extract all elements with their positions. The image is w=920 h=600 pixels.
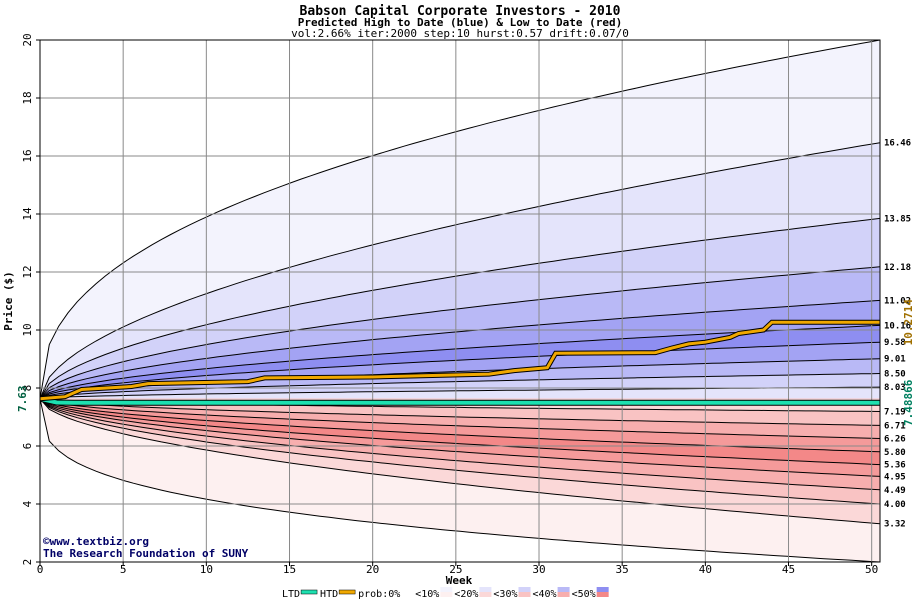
credit-line-2: The Research Foundation of SUNY xyxy=(43,547,249,560)
axes: 0 5 10 15 20 25 30 35 40 45 50 2 4 6 8 10 12 14 16 18 20 7.63 xyxy=(16,33,881,576)
htd-line xyxy=(40,320,880,401)
legend-swatch-top xyxy=(401,587,414,592)
band-end-label: 8.50 xyxy=(884,370,906,380)
band-end-label: 5.36 xyxy=(884,461,906,471)
legend-label: LTD xyxy=(282,589,300,600)
high-band-edge-3 xyxy=(40,266,880,400)
y-tick-label: 6 xyxy=(21,443,34,450)
legend-label: <20% xyxy=(454,589,478,600)
low-band-edge-8 xyxy=(40,398,880,426)
band-end-label: 4.00 xyxy=(884,500,906,510)
low-band-edge-7 xyxy=(40,398,880,439)
x-tick-label: 0 xyxy=(37,563,44,576)
legend-line-swatch xyxy=(338,589,356,595)
x-tick-label: 20 xyxy=(366,563,379,576)
legend-swatch-top xyxy=(557,587,570,592)
high-band xyxy=(40,40,880,400)
high-band-fill-9 xyxy=(40,387,880,399)
legend-swatch-bottom xyxy=(557,592,570,597)
band-end-label: 16.46 xyxy=(884,139,911,149)
legend-label: prob:0% xyxy=(358,589,400,600)
band-end-label: 6.71 xyxy=(884,421,906,431)
x-tick-label: 35 xyxy=(616,563,629,576)
band-end-label: 3.32 xyxy=(884,520,906,530)
chart-title: Babson Capital Corporate Investors - 201… xyxy=(300,4,621,19)
legend-swatch-bottom xyxy=(596,592,609,597)
low-band-edge-2 xyxy=(40,398,880,505)
legend: LTD HTD prob:0% <10% <20% <30% <40% <50% xyxy=(282,587,609,600)
start-price-label: 7.63 xyxy=(16,385,29,412)
y-tick-label: 10 xyxy=(21,323,34,336)
x-axis-label: Week xyxy=(446,574,473,587)
legend-label: HTD xyxy=(320,589,338,600)
legend-swatch-top xyxy=(596,587,609,592)
y-tick-label: 18 xyxy=(21,91,34,104)
low-band xyxy=(40,398,880,562)
credit-line-1: ©www.textbiz.org xyxy=(43,535,149,548)
band-end-label: 4.49 xyxy=(884,486,906,496)
low-band-edge-1 xyxy=(40,398,880,525)
legend-label: <10% xyxy=(415,589,439,600)
series-lines xyxy=(40,319,880,406)
chart-params: vol:2.66% iter:2000 step:10 hurst:0.57 d… xyxy=(291,27,629,40)
htd-end-label: 10.2714 xyxy=(902,299,915,346)
legend-line-swatch xyxy=(300,589,318,595)
band-end-label: 11.02 xyxy=(884,296,911,306)
x-tick-label: 10 xyxy=(200,563,213,576)
y-tick-label: 14 xyxy=(21,207,34,221)
high-band-edge-0 xyxy=(40,40,880,399)
x-tick-label: 5 xyxy=(120,563,127,576)
legend-swatch-bottom xyxy=(479,592,492,597)
legend-swatch-top xyxy=(479,587,492,592)
x-tick-label: 40 xyxy=(699,563,712,576)
high-band-edge-8 xyxy=(40,373,880,400)
legend-swatch-top xyxy=(440,587,453,592)
probability-bands xyxy=(40,40,880,562)
band-end-label: 6.26 xyxy=(884,434,906,444)
legend-swatch-bottom xyxy=(440,592,453,597)
low-band-edge-6 xyxy=(40,398,880,453)
y-tick-label: 20 xyxy=(21,33,34,46)
band-end-label: 9.58 xyxy=(884,338,906,348)
high-band-edge-4 xyxy=(40,299,880,400)
band-end-label: 8.03 xyxy=(884,383,906,393)
band-end-label: 13.85 xyxy=(884,214,911,224)
y-tick-label: 2 xyxy=(21,559,34,566)
legend-label: <30% xyxy=(493,589,517,600)
x-tick-label: 15 xyxy=(283,563,296,576)
high-band-edge-6 xyxy=(40,341,880,400)
band-end-label: 10.16 xyxy=(884,321,911,331)
low-band-edge-5 xyxy=(40,398,880,466)
band-end-label: 5.80 xyxy=(884,448,906,458)
high-band-edge-1 xyxy=(40,142,880,399)
ltd-line xyxy=(40,396,880,405)
y-axis-label: Price ($) xyxy=(2,271,15,331)
y-tick-label: 8 xyxy=(21,385,34,392)
ltd-end-label: 7.48866 xyxy=(902,379,915,426)
legend-swatch-top xyxy=(518,587,531,592)
high-band-edge-2 xyxy=(40,217,880,399)
x-tick-label: 45 xyxy=(782,563,795,576)
band-end-label: 7.19 xyxy=(884,407,906,417)
plot-border xyxy=(39,39,881,563)
low-band-edge-0 xyxy=(40,398,880,562)
legend-swatch-bottom xyxy=(401,592,414,597)
band-end-label: 4.95 xyxy=(884,472,906,482)
chart-subtitle: Predicted High to Date (blue) & Low to D… xyxy=(298,16,623,29)
legend-swatch-bottom xyxy=(518,592,531,597)
low-band-edge-3 xyxy=(40,398,880,491)
band-end-label: 9.01 xyxy=(884,355,906,365)
end-labels: 16.46 13.85 12.18 11.02 10.16 9.58 9.01 8.50 8.0… xyxy=(884,139,915,530)
legend-label: <50% xyxy=(572,589,596,600)
x-tick-label: 50 xyxy=(865,563,878,576)
y-tick-label: 4 xyxy=(21,500,34,507)
y-tick-label: 12 xyxy=(21,265,34,278)
x-tick-label: 25 xyxy=(449,563,462,576)
x-tick-label: 30 xyxy=(532,563,545,576)
legend-label: <40% xyxy=(533,589,557,600)
low-band-edge-4 xyxy=(40,398,880,477)
y-tick-label: 16 xyxy=(21,149,34,162)
band-end-label: 12.18 xyxy=(884,263,911,273)
